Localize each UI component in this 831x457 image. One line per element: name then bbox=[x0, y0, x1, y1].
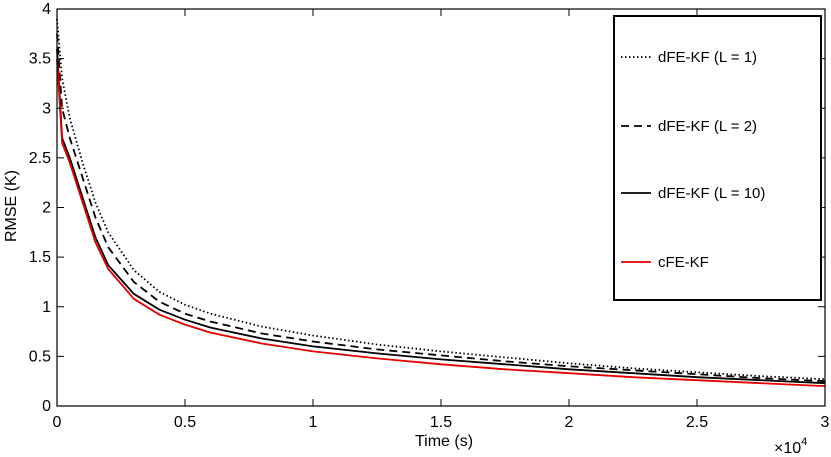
y-axis-title: RMSE (K) bbox=[3, 170, 20, 242]
x-tick-label: 3 bbox=[821, 414, 830, 431]
x-axis-multiplier-base: ×10 bbox=[774, 440, 801, 457]
x-axis-multiplier-exponent: 4 bbox=[801, 436, 807, 448]
legend-label-2: dFE-KF (L = 2) bbox=[658, 118, 757, 135]
y-tick-label: 2 bbox=[42, 200, 51, 217]
x-axis-title: Time (s) bbox=[415, 433, 473, 450]
legend: dFE-KF (L = 1) dFE-KF (L = 2) dFE-KF (L = … bbox=[613, 15, 822, 301]
x-tick-label: 1.5 bbox=[430, 414, 452, 431]
plot-area: 0 0.5 1 1.5 2 2.5 3 0 0.5 1 1.5 2 2.5 3 3.5 4 bbox=[29, 1, 830, 431]
y-tick-label: 4 bbox=[42, 1, 51, 18]
x-tick-label: 2.5 bbox=[686, 414, 708, 431]
x-tick-label: 0 bbox=[53, 414, 62, 431]
series-line-3 bbox=[56, 48, 826, 385]
legend-label-4: cFE-KF bbox=[658, 254, 709, 271]
x-axis-multiplier: ×104 bbox=[774, 436, 807, 457]
legend-label-1: dFE-KF (L = 1) bbox=[658, 49, 757, 66]
y-tick-label: 0.5 bbox=[29, 348, 51, 365]
series-line-2 bbox=[56, 33, 826, 383]
x-tick-label: 1 bbox=[309, 414, 318, 431]
x-tick-label: 0.5 bbox=[174, 414, 196, 431]
y-tick-label: 1.5 bbox=[29, 249, 51, 266]
y-tick-label: 3.5 bbox=[29, 51, 51, 68]
y-tick-label: 1 bbox=[42, 299, 51, 316]
y-tick-label: 2.5 bbox=[29, 150, 51, 167]
x-tick-label: 2 bbox=[565, 414, 574, 431]
y-tick-label: 3 bbox=[42, 100, 51, 117]
legend-box bbox=[613, 15, 822, 301]
series-line-4 bbox=[56, 58, 826, 387]
legend-label-3: dFE-KF (L = 10) bbox=[658, 185, 765, 202]
y-tick-label: 0 bbox=[42, 398, 51, 415]
